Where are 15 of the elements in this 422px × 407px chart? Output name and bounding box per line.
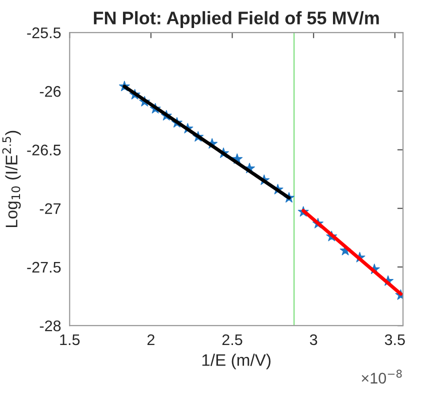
- y-tick-label: -25.5: [27, 27, 61, 38]
- y-tick-label: -26.5: [27, 144, 61, 156]
- y-tick-label: -26: [40, 86, 61, 97]
- x-tick-label: 1.5: [60, 334, 80, 346]
- x-tick-label: 3.5: [384, 334, 405, 346]
- x-tick-label: 2: [147, 334, 154, 346]
- y-tick-label: -27.5: [27, 262, 61, 273]
- x-tick-label: 2.5: [222, 334, 242, 346]
- chart-title: FN Plot: Applied Field of 55 MV/m: [94, 11, 379, 28]
- y-tick-label: -28: [40, 320, 61, 332]
- text: ×10$^{−8}$: [362, 370, 402, 384]
- x-tick-label: 3: [310, 334, 318, 346]
- x-axis-title: 1/E (m/V): [202, 354, 270, 370]
- y-axis-title: Log$_{10}$ (I/E$^{2.5}$): [2, 130, 21, 228]
- y-tick-label: -27: [40, 203, 61, 214]
